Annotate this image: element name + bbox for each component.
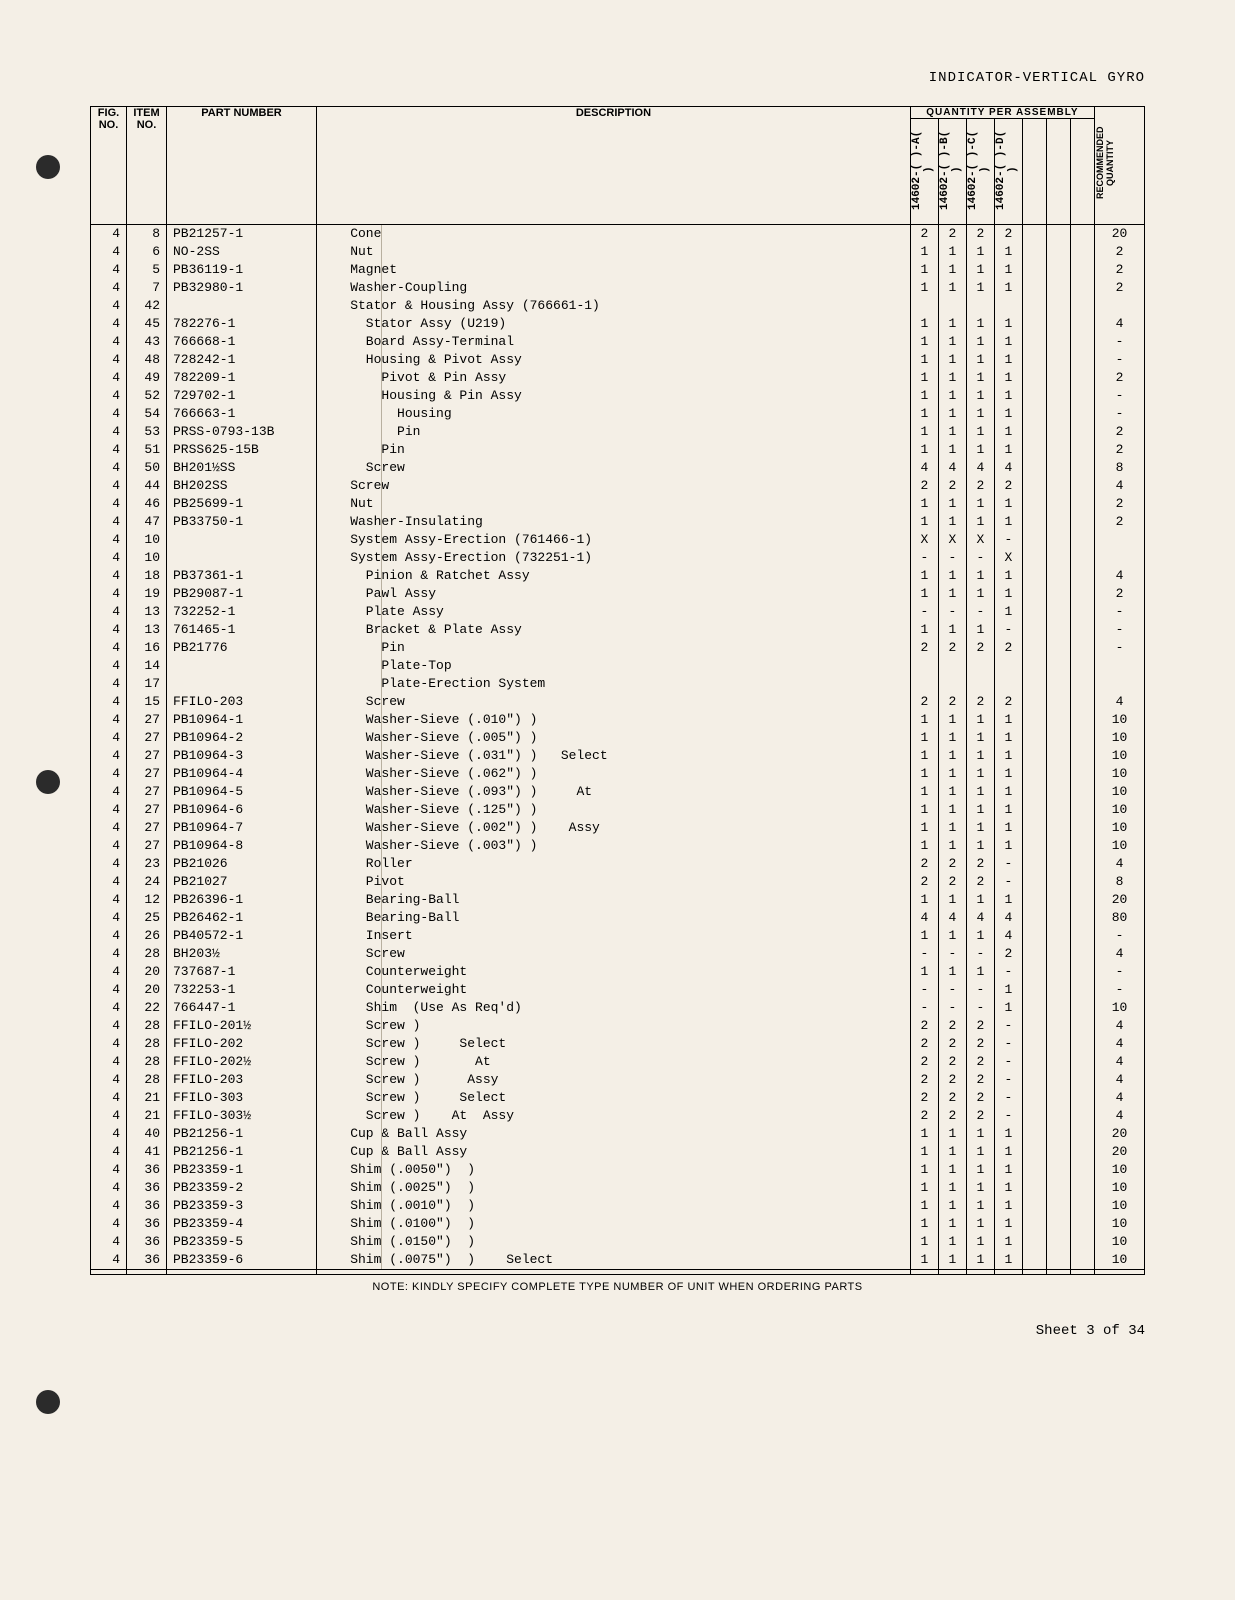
hdr-col-g bbox=[1070, 119, 1094, 225]
hdr-part: PART NUMBER bbox=[167, 107, 317, 225]
hdr-desc: DESCRIPTION bbox=[317, 107, 911, 225]
table-header: FIG. NO. ITEM NO. PART NUMBER DESCRIPTIO… bbox=[91, 107, 1145, 225]
parts-table: FIG. NO. ITEM NO. PART NUMBER DESCRIPTIO… bbox=[90, 106, 1145, 1275]
page: INDICATOR-VERTICAL GYRO FIG. NO. ITEM NO… bbox=[0, 0, 1235, 1600]
hdr-fig: FIG. NO. bbox=[91, 107, 127, 225]
hole-punch bbox=[36, 1390, 60, 1414]
col-q1: 2 1 1 1 1 1 1 1 1 1 1 1 4 2 1 1 X - 1 1 … bbox=[938, 225, 966, 1270]
hdr-col-b: 14602-( )-B( ) bbox=[938, 119, 966, 225]
col-blank1 bbox=[1046, 225, 1070, 1270]
col-part: PB21257-1 NO-2SS PB36119-1 PB32980-1 782… bbox=[167, 225, 317, 1270]
col-rec: 20 2 2 2 4 - - 2 - - 2 2 8 4 2 2 4 2 - -… bbox=[1095, 225, 1145, 1270]
hole-punch bbox=[36, 770, 60, 794]
hdr-col-c: 14602-( )-C( ) bbox=[966, 119, 994, 225]
col-item: 8 6 5 7 42 45 43 48 49 52 54 53 51 50 44… bbox=[127, 225, 167, 1270]
doc-title: INDICATOR-VERTICAL GYRO bbox=[90, 70, 1145, 86]
col-q2: 2 1 1 1 1 1 1 1 1 1 1 1 4 2 1 1 X - 1 1 … bbox=[966, 225, 994, 1270]
hdr-col-a: 14602-( )-A( ) bbox=[910, 119, 938, 225]
col-blank2 bbox=[1070, 225, 1094, 1270]
hdr-item: ITEM NO. bbox=[127, 107, 167, 225]
table-body: 4 4 4 4 4 4 4 4 4 4 4 4 4 4 4 4 4 4 4 4 … bbox=[91, 225, 1145, 1275]
hdr-rec: RECOMMENDED QUANTITY bbox=[1095, 107, 1145, 225]
hdr-col-f bbox=[1046, 119, 1070, 225]
footer-note: NOTE: KINDLY SPECIFY COMPLETE TYPE NUMBE… bbox=[90, 1281, 1145, 1293]
hole-punch bbox=[36, 155, 60, 179]
hdr-col-d: 14602-( )-D( ) bbox=[994, 119, 1022, 225]
sheet-number: Sheet 3 of 34 bbox=[90, 1323, 1145, 1339]
hdr-qty: QUANTITY PER ASSEMBLY bbox=[910, 107, 1094, 119]
col-q3: 2 1 1 1 1 1 1 1 1 1 1 1 4 2 1 1 - X 1 1 … bbox=[994, 225, 1022, 1270]
col-fig: 4 4 4 4 4 4 4 4 4 4 4 4 4 4 4 4 4 4 4 4 … bbox=[91, 225, 127, 1270]
col-blank0 bbox=[1022, 225, 1046, 1270]
col-desc: Cone Nut Magnet Washer-Coupling Stator &… bbox=[317, 225, 911, 1270]
hdr-col-e bbox=[1022, 119, 1046, 225]
col-q0: 2 1 1 1 1 1 1 1 1 1 1 1 4 2 1 1 X - 1 1 … bbox=[910, 225, 938, 1270]
